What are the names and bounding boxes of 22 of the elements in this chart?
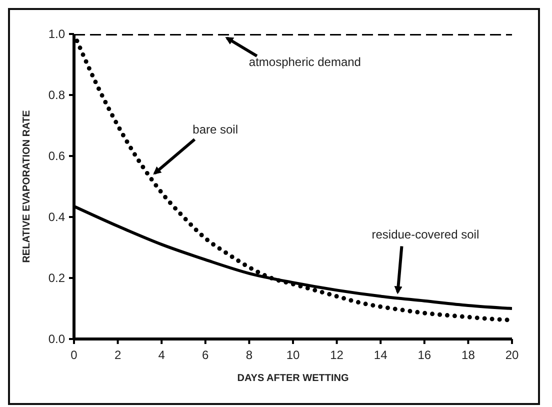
- x-tick-label: 0: [70, 348, 78, 362]
- x-tick-label: 2: [114, 348, 122, 362]
- x-tick-label: 4: [158, 348, 166, 362]
- annotation: atmospheric demand: [248, 55, 361, 69]
- x-tick-label: 12: [330, 348, 344, 362]
- x-tick-label: 10: [286, 348, 300, 362]
- y-axis-title: RELATIVE EVAPORATION RATE: [22, 110, 33, 263]
- x-tick-label: 6: [202, 348, 210, 362]
- y-tick-label: 0.6: [48, 149, 66, 163]
- annotation: residue-covered soil: [372, 227, 480, 242]
- y-tick-label: 1.0: [48, 27, 66, 41]
- y-tick-label: 0.4: [48, 210, 66, 224]
- y-tick-label: 0.8: [48, 88, 66, 102]
- x-tick-label: 8: [246, 348, 253, 362]
- x-tick-label: 14: [374, 348, 388, 362]
- y-tick-label: 0.0: [48, 332, 66, 346]
- x-tick-label: 18: [462, 348, 476, 362]
- x-tick-label: 20: [505, 348, 519, 362]
- x-axis-title: DAYS AFTER WETTING: [237, 373, 349, 384]
- y-tick-label: 0.2: [48, 271, 66, 285]
- annotation: bare soil: [192, 122, 238, 136]
- x-tick-label: 16: [418, 348, 432, 362]
